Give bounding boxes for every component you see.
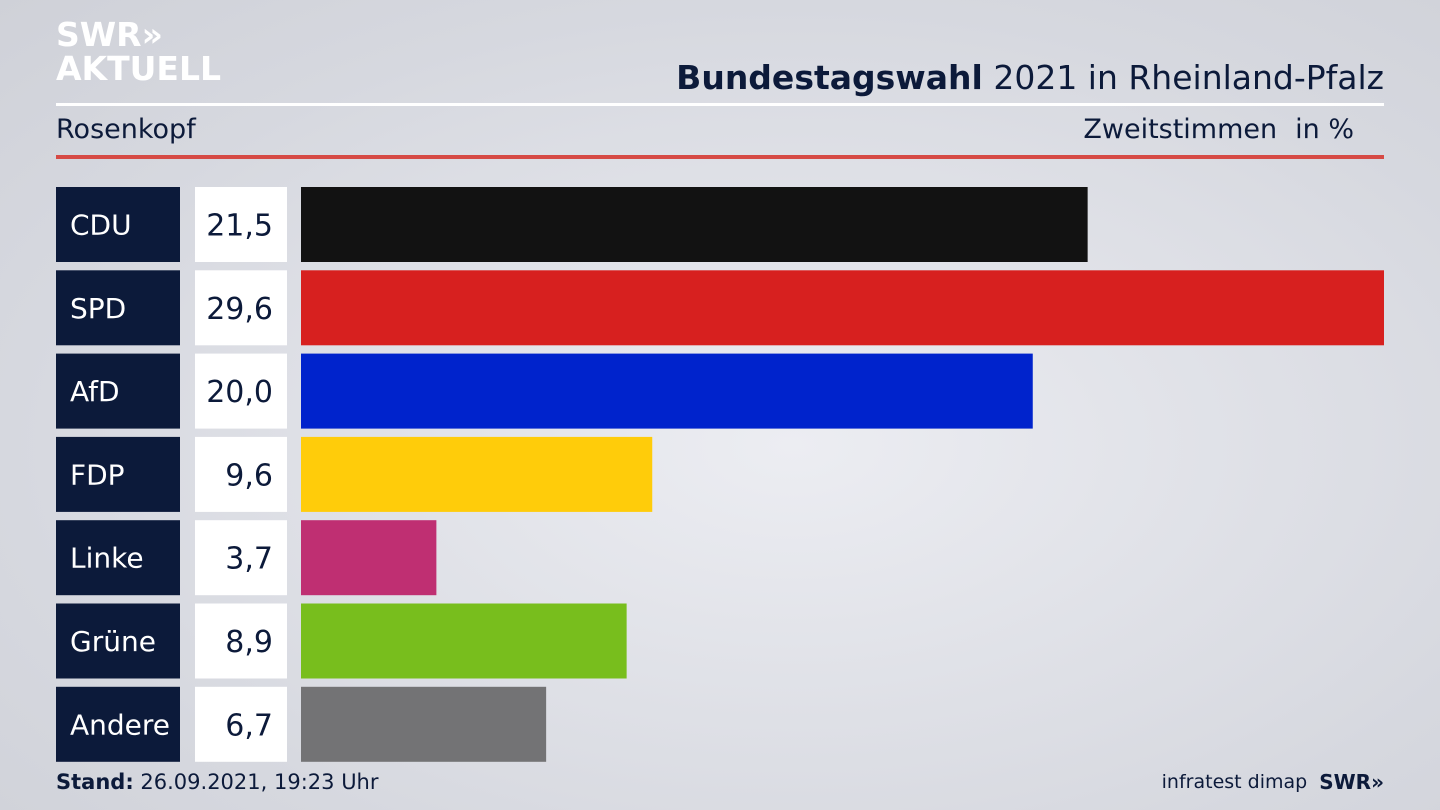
party-label-cdu: CDU xyxy=(70,209,132,242)
value-box-gr-ne xyxy=(195,603,287,679)
stand-value: 26.09.2021, 19:23 Uhr xyxy=(140,770,379,794)
party-label-linke: Linke xyxy=(70,542,144,575)
bar-andere xyxy=(301,686,547,762)
stand-label: Stand: xyxy=(56,770,134,794)
value-label-afd: 20,0 xyxy=(206,375,273,410)
party-label-fdp: FDP xyxy=(70,458,125,491)
source-label: infratest dimap xyxy=(1161,771,1308,793)
timestamp: Stand: 26.09.2021, 19:23 Uhr xyxy=(56,770,379,794)
party-label-box-gr-ne xyxy=(56,603,180,679)
value-box-spd xyxy=(195,270,287,346)
party-label-box-spd xyxy=(56,270,180,346)
value-box-linke xyxy=(195,520,287,596)
value-label-linke: 3,7 xyxy=(225,542,273,577)
measure-label: Zweitstimmen in % xyxy=(1083,114,1354,145)
party-label-box-fdp xyxy=(56,436,180,512)
unit-label: in % xyxy=(1295,114,1354,145)
logo-line-swr: SWR» xyxy=(56,15,163,54)
bar-cdu xyxy=(301,187,1088,262)
bar-fdp xyxy=(301,436,653,512)
swr-mini-logo: SWR» xyxy=(1319,770,1384,794)
chart-title: Bundestagswahl 2021 in Rheinland-Pfalz xyxy=(676,58,1384,97)
header-divider-white xyxy=(56,103,1384,106)
party-label-afd: AfD xyxy=(70,375,120,408)
bar-gr-ne xyxy=(301,603,627,679)
bar-spd xyxy=(301,270,1384,346)
value-label-fdp: 9,6 xyxy=(225,458,273,493)
value-box-fdp xyxy=(195,436,287,512)
region-label: Rosenkopf xyxy=(56,114,196,145)
party-label-box-linke xyxy=(56,520,180,596)
source-credit: infratest dimap SWR» xyxy=(1162,770,1384,794)
party-label-andere: Andere xyxy=(70,708,170,741)
value-label-gr-ne: 8,9 xyxy=(225,625,273,660)
value-box-afd xyxy=(195,353,287,429)
bar-afd xyxy=(301,353,1033,429)
logo-line-aktuell: AKTUELL xyxy=(56,49,222,88)
party-label-box-afd xyxy=(56,353,180,429)
value-label-andere: 6,7 xyxy=(225,708,273,743)
party-label-box-andere xyxy=(56,686,180,762)
party-label-gr-ne: Grüne xyxy=(70,625,156,658)
header-divider-red xyxy=(56,155,1384,159)
chart-title-rest: 2021 in Rheinland-Pfalz xyxy=(993,58,1384,97)
party-label-box-cdu xyxy=(56,187,180,262)
measure-name: Zweitstimmen xyxy=(1083,114,1278,145)
chart-title-bold: Bundestagswahl xyxy=(676,58,983,97)
bar-linke xyxy=(301,520,437,596)
swr-aktuell-logo: SWR» AKTUELL xyxy=(56,18,226,90)
party-label-spd: SPD xyxy=(70,292,126,325)
value-box-andere xyxy=(195,686,287,762)
value-label-cdu: 21,5 xyxy=(206,209,273,244)
value-label-spd: 29,6 xyxy=(206,292,273,327)
value-box-cdu xyxy=(195,187,287,262)
